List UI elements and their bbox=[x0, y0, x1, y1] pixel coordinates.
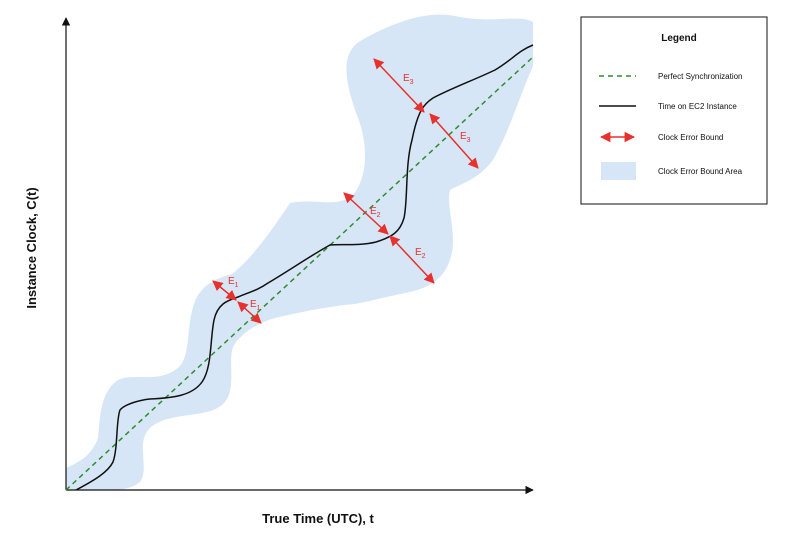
error-arrow-e2-lower bbox=[389, 235, 435, 284]
error-arrow-e3-upper bbox=[373, 58, 425, 113]
ec2-time-curve bbox=[75, 44, 534, 491]
legend-area-swatch bbox=[601, 162, 636, 180]
legend-item-error-bound: Clock Error Bound bbox=[658, 133, 723, 142]
error-label-e2-lower: E2 bbox=[415, 247, 426, 260]
legend-item-perfect-sync: Perfect Synchronization bbox=[658, 72, 743, 81]
legend-title: Legend bbox=[661, 33, 697, 44]
legend-item-error-area: Clock Error Bound Area bbox=[658, 167, 743, 176]
error-label-e3-lower: E3 bbox=[460, 131, 471, 144]
clock-error-bound-area bbox=[66, 14, 533, 490]
error-label-e1-upper: E1 bbox=[228, 276, 239, 289]
error-arrow-e1-lower bbox=[237, 301, 262, 324]
legend-item-ec2-time: Time on EC2 Instance bbox=[658, 102, 737, 111]
error-arrow-e1-upper bbox=[212, 280, 237, 301]
error-label-e1-lower: E1 bbox=[250, 299, 261, 312]
error-label-e3-upper: E3 bbox=[403, 73, 414, 86]
y-axis-title: Instance Clock, C(t) bbox=[24, 187, 39, 308]
legend: Legend Perfect Synchronization Time on E… bbox=[580, 16, 768, 205]
error-arrow-e2-upper bbox=[343, 192, 389, 235]
error-label-e2-upper: E2 bbox=[370, 206, 381, 219]
x-axis-title: True Time (UTC), t bbox=[262, 511, 374, 526]
error-arrow-e3-lower bbox=[429, 113, 479, 169]
perfect-sync-line bbox=[65, 56, 534, 491]
